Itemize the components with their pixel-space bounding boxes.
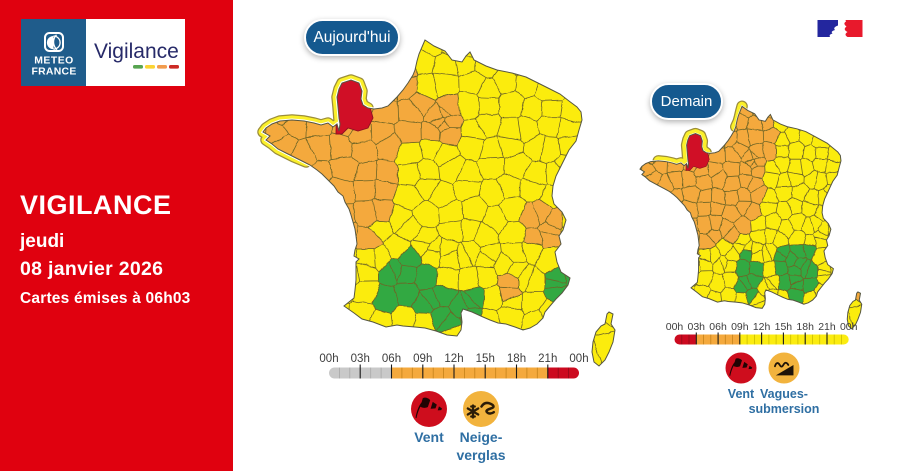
svg-text:09h: 09h xyxy=(731,321,749,333)
svg-text:15h: 15h xyxy=(476,353,495,365)
svg-text:18h: 18h xyxy=(507,353,526,365)
svg-text:12h: 12h xyxy=(444,353,463,365)
svg-text:12h: 12h xyxy=(753,321,771,333)
svg-text:18h: 18h xyxy=(796,321,814,333)
svg-text:21h: 21h xyxy=(538,353,557,365)
svg-text:06h: 06h xyxy=(382,353,401,365)
svg-text:15h: 15h xyxy=(775,321,793,333)
svg-text:METEO: METEO xyxy=(34,56,73,67)
svg-text:21h: 21h xyxy=(818,321,836,333)
svg-text:00h: 00h xyxy=(666,321,684,333)
svg-text:06h: 06h xyxy=(709,321,727,333)
svg-text:00h: 00h xyxy=(319,353,338,365)
svg-text:00h: 00h xyxy=(840,321,858,333)
svg-text:09h: 09h xyxy=(413,353,432,365)
svg-text:FRANCE: FRANCE xyxy=(31,67,76,78)
svg-text:00h: 00h xyxy=(569,353,588,365)
svg-text:03h: 03h xyxy=(688,321,706,333)
svg-text:03h: 03h xyxy=(351,353,370,365)
